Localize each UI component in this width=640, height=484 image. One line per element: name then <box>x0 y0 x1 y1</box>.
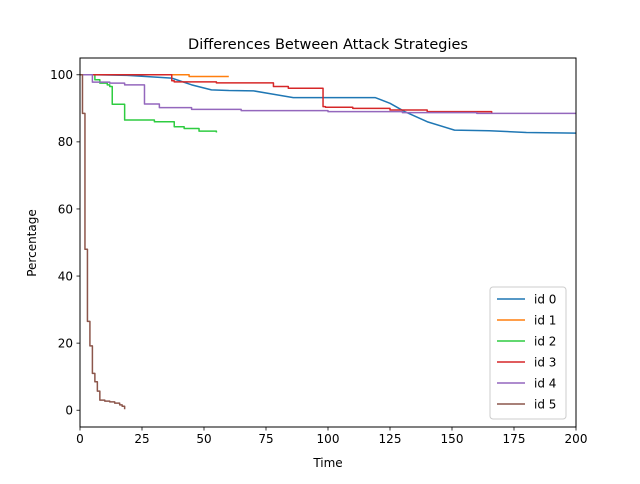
x-tick-label: 125 <box>379 432 402 446</box>
y-axis: 0 20 40 60 80 100 <box>50 68 80 418</box>
x-axis-label: Time <box>312 456 342 470</box>
series-line-3 <box>80 74 493 114</box>
y-axis-label: Percentage <box>25 209 39 277</box>
y-tick-label: 60 <box>58 202 73 216</box>
series-line-0 <box>80 74 576 134</box>
x-tick-label: 0 <box>76 432 84 446</box>
chart-title: Differences Between Attack Strategies <box>188 37 468 53</box>
legend-label: id 0 <box>534 292 556 306</box>
legend-label: id 1 <box>534 313 556 327</box>
legend-label: id 3 <box>534 355 556 369</box>
x-tick-label: 75 <box>258 432 273 446</box>
y-tick-label: 0 <box>65 404 73 418</box>
legend: id 0 id 1 id 2 id 3 id 4 id 5 <box>489 286 567 420</box>
series-line-5 <box>80 74 126 410</box>
plot-lines <box>80 74 576 410</box>
legend-label: id 5 <box>534 397 556 411</box>
series-line-4 <box>80 74 576 115</box>
legend-label: id 4 <box>534 376 556 390</box>
y-tick-label: 100 <box>50 68 73 82</box>
legend-label: id 2 <box>534 334 556 348</box>
y-tick-label: 20 <box>58 336 73 350</box>
y-tick-label: 40 <box>58 269 73 283</box>
x-tick-label: 25 <box>134 432 149 446</box>
x-axis: 0 25 50 75 100 125 150 175 200 <box>76 427 587 446</box>
x-tick-label: 200 <box>565 432 588 446</box>
x-tick-label: 150 <box>441 432 464 446</box>
y-tick-label: 80 <box>58 135 73 149</box>
x-tick-label: 175 <box>503 432 526 446</box>
x-tick-label: 100 <box>317 432 340 446</box>
x-tick-label: 50 <box>196 432 211 446</box>
